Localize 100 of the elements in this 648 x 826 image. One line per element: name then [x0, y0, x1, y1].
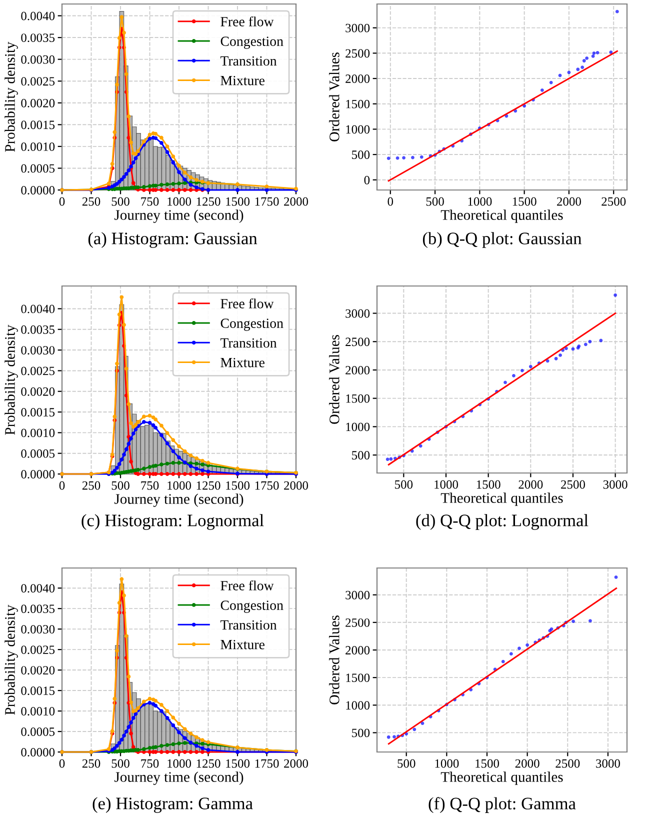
- y-tick-label: 2500: [346, 618, 370, 627]
- y-axis-title: Ordered Values: [329, 616, 340, 704]
- x-tick-label: 0: [59, 481, 65, 490]
- y-tick-label: 0.0030: [21, 55, 55, 64]
- y-tick-label: 500: [352, 728, 370, 738]
- legend-label: Congestion: [220, 36, 284, 49]
- x-tick-label: 250: [82, 481, 100, 490]
- x-tick-label: 0: [59, 197, 65, 206]
- x-tick-label: 2000: [518, 480, 543, 489]
- y-tick-label: 3000: [346, 590, 370, 600]
- legend-label: Transition: [220, 56, 277, 66]
- y-axis-title: Probability density: [4, 42, 18, 152]
- y-tick-label: 0.0000: [21, 186, 55, 195]
- x-tick-label: 0: [388, 197, 394, 206]
- legend-label: Transition: [220, 338, 277, 348]
- y-tick-label: 0.0020: [21, 666, 55, 675]
- y-tick-label: 2000: [346, 366, 370, 374]
- y-tick-label: 0.0010: [21, 428, 55, 438]
- x-tick-label: 500: [112, 197, 130, 206]
- x-tick-label: 1000: [168, 197, 192, 206]
- x-tick-label: 1000: [435, 759, 459, 768]
- y-tick-label: 0.0025: [21, 77, 55, 86]
- y-tick-label: 0.0035: [21, 34, 55, 42]
- x-tick-label: 500: [395, 480, 413, 489]
- y-axis-title: Probability density: [4, 604, 18, 715]
- y-tick-label: 0.0015: [21, 686, 55, 696]
- x-tick-label: 1500: [476, 480, 500, 489]
- y-tick-label: 0.0015: [21, 408, 55, 417]
- legend-label: Free flow: [220, 580, 274, 590]
- x-axis-title: Journey time (second): [114, 210, 244, 223]
- y-tick-label: 0.0035: [21, 325, 55, 334]
- x-tick-label: 1000: [168, 481, 192, 490]
- x-tick-label: 750: [141, 759, 159, 768]
- x-tick-label: 2000: [557, 197, 581, 206]
- x-tick-label: 250: [82, 197, 100, 206]
- x-tick-label: 1250: [196, 759, 220, 768]
- x-tick-label: 2000: [284, 481, 308, 490]
- y-tick-label: 1000: [346, 701, 370, 710]
- x-tick-label: 500: [398, 759, 416, 768]
- legend-label: Mixture: [220, 640, 264, 650]
- legend-label: Congestion: [220, 600, 284, 613]
- legend-label: Mixture: [220, 76, 264, 86]
- y-tick-label: 2500: [346, 49, 370, 58]
- x-axis-title: Journey time (second): [114, 494, 244, 507]
- y-tick-label: 0.0020: [21, 387, 55, 396]
- y-tick-label: 2500: [346, 338, 370, 346]
- legend-label: Mixture: [220, 358, 264, 368]
- y-tick-label: 2000: [346, 74, 370, 83]
- x-axis-title: Journey time (second): [114, 772, 244, 785]
- y-tick-label: 0.0005: [21, 164, 55, 173]
- x-tick-label: 0: [59, 759, 65, 768]
- x-tick-label: 1500: [226, 481, 250, 490]
- x-tick-label: 750: [141, 197, 159, 206]
- x-tick-label: 500: [426, 197, 444, 206]
- y-tick-label: 0.0020: [21, 98, 55, 108]
- text: (e) Histogram: Gamma: [92, 797, 253, 813]
- x-tick-label: 1500: [476, 759, 500, 768]
- text: (f) Q-Q plot: Gamma: [428, 797, 576, 813]
- legend-label: Transition: [220, 620, 277, 630]
- y-axis-title: Ordered Values: [329, 335, 340, 424]
- y-tick-label: 0.0040: [21, 584, 55, 593]
- text: (d) Q-Q plot: Lognormal: [416, 514, 588, 530]
- x-tick-label: 750: [141, 481, 159, 490]
- x-tick-label: 250: [82, 759, 100, 768]
- x-axis-title: Theoretical quantiles: [440, 492, 563, 506]
- y-tick-label: 1500: [346, 394, 370, 403]
- legend-label: Free flow: [220, 16, 274, 26]
- y-tick-label: 0.0030: [21, 346, 55, 355]
- x-axis-title: Theoretical quantiles: [440, 210, 563, 223]
- x-tick-label: 1750: [255, 481, 279, 490]
- x-tick-label: 3000: [596, 759, 620, 768]
- y-tick-label: 3000: [346, 24, 370, 32]
- x-tick-label: 1000: [468, 197, 492, 206]
- x-tick-label: 2500: [602, 197, 626, 206]
- x-tick-label: 3000: [603, 480, 628, 489]
- legend-label: Free flow: [220, 298, 274, 308]
- y-tick-label: 500: [352, 150, 370, 159]
- y-tick-label: 1500: [346, 674, 370, 682]
- x-tick-label: 1500: [226, 759, 250, 768]
- y-tick-label: 1500: [346, 100, 370, 108]
- x-tick-label: 2000: [284, 197, 308, 206]
- x-tick-label: 1750: [255, 197, 279, 206]
- y-tick-label: 0.0005: [21, 449, 55, 458]
- x-tick-label: 2000: [284, 759, 308, 768]
- x-tick-label: 2500: [561, 480, 586, 489]
- text: (c) Histogram: Lognormal: [82, 514, 264, 530]
- y-tick-label: 0: [364, 176, 370, 184]
- x-tick-label: 500: [112, 481, 130, 490]
- y-tick-label: 1000: [346, 422, 370, 432]
- x-tick-label: 1250: [196, 197, 220, 206]
- y-tick-label: 0.0010: [21, 707, 55, 716]
- y-tick-label: 2000: [346, 646, 370, 654]
- legend-label: Congestion: [220, 318, 284, 331]
- y-tick-label: 3000: [346, 309, 370, 318]
- x-tick-label: 500: [112, 759, 130, 768]
- x-tick-label: 2500: [556, 759, 580, 768]
- text: (a) Histogram: Gaussian: [88, 232, 258, 248]
- y-tick-label: 0.0000: [21, 470, 55, 479]
- y-axis-title: Probability density: [4, 324, 18, 435]
- y-tick-label: 0.0015: [21, 120, 55, 130]
